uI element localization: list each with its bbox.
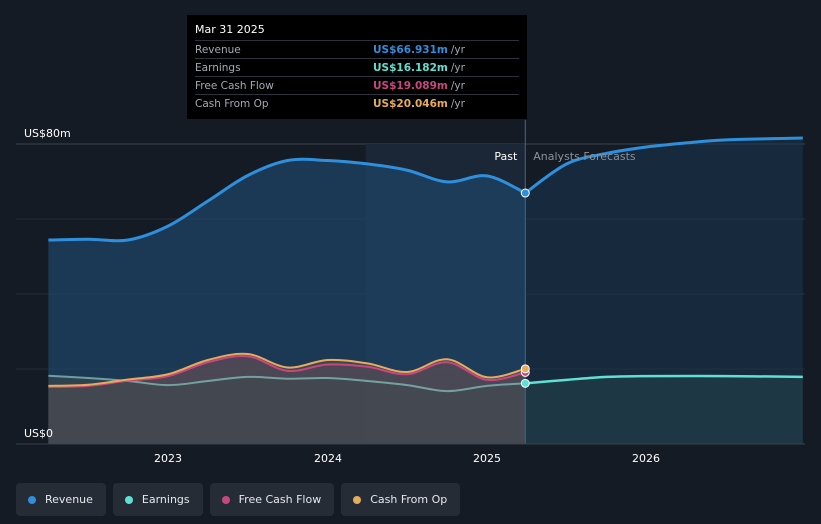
tooltip-label: Earnings xyxy=(195,61,241,74)
tooltip-row-revenue: Revenue US$66.931m /yr xyxy=(195,40,519,58)
cash-from-op-line xyxy=(48,352,526,387)
earnings-forecast-area xyxy=(525,376,803,444)
x-tick-label: 2023 xyxy=(154,452,182,465)
revenue-forecast-line xyxy=(524,136,803,195)
tooltip: Mar 31 2025 Revenue US$66.931m /yr Earni… xyxy=(187,15,527,119)
y-tick-label: US$0 xyxy=(24,427,53,440)
x-tick-label: 2026 xyxy=(632,452,660,465)
y-tick-label: US$80m xyxy=(24,127,71,140)
x-tick-label: 2025 xyxy=(473,452,501,465)
tooltip-row-free-cash-flow: Free Cash Flow US$19.089m /yr xyxy=(195,76,519,94)
tooltip-value: US$16.182m xyxy=(373,61,448,74)
x-tick-label: 2024 xyxy=(314,452,342,465)
tooltip-unit: /yr xyxy=(450,43,465,56)
cash-from-op-marker xyxy=(520,364,530,374)
legend-label: Cash From Op xyxy=(370,493,448,506)
tooltip-unit: /yr xyxy=(450,97,465,110)
legend-item-cash-from-op[interactable]: Cash From Op xyxy=(341,483,461,516)
earnings-forecast-line xyxy=(525,374,803,385)
legend-dot-icon xyxy=(124,495,133,504)
legend-dot-icon xyxy=(353,495,362,504)
tooltip-label: Revenue xyxy=(195,43,241,56)
tooltip-value: US$66.931m xyxy=(373,43,448,56)
tooltip-row-cash-from-op: Cash From Op US$20.046m /yr xyxy=(195,94,519,112)
tooltip-label: Cash From Op xyxy=(195,97,269,110)
revenue-forecast-area xyxy=(525,138,803,444)
tooltip-unit: /yr xyxy=(450,79,465,92)
revenue-marker xyxy=(520,188,530,198)
tooltip-date: Mar 31 2025 xyxy=(195,23,265,36)
tooltip-row-earnings: Earnings US$16.182m /yr xyxy=(195,58,519,76)
forecast-label: Analysts Forecasts xyxy=(533,150,636,163)
legend-label: Free Cash Flow xyxy=(238,493,322,506)
free-cash-flow-line xyxy=(48,354,526,388)
tooltip-value: US$19.089m xyxy=(373,79,448,92)
legend-item-earnings[interactable]: Earnings xyxy=(112,483,203,516)
legend-label: Earnings xyxy=(141,493,190,506)
tooltip-label: Free Cash Flow xyxy=(195,79,274,92)
past-label: Past xyxy=(494,150,518,163)
legend-item-revenue[interactable]: Revenue xyxy=(16,483,106,516)
revenue-line xyxy=(48,157,526,243)
legend-dot-icon xyxy=(28,495,36,504)
earnings-marker xyxy=(520,378,530,388)
legend-item-free-cash-flow[interactable]: Free Cash Flow xyxy=(209,483,335,516)
tooltip-value: US$20.046m xyxy=(373,97,448,110)
legend-dot-icon xyxy=(221,495,230,504)
tooltip-unit: /yr xyxy=(450,61,465,74)
legend-label: Revenue xyxy=(45,493,93,506)
legend: Revenue Earnings Free Cash Flow Cash Fro… xyxy=(16,483,461,516)
earnings-area xyxy=(48,375,526,444)
